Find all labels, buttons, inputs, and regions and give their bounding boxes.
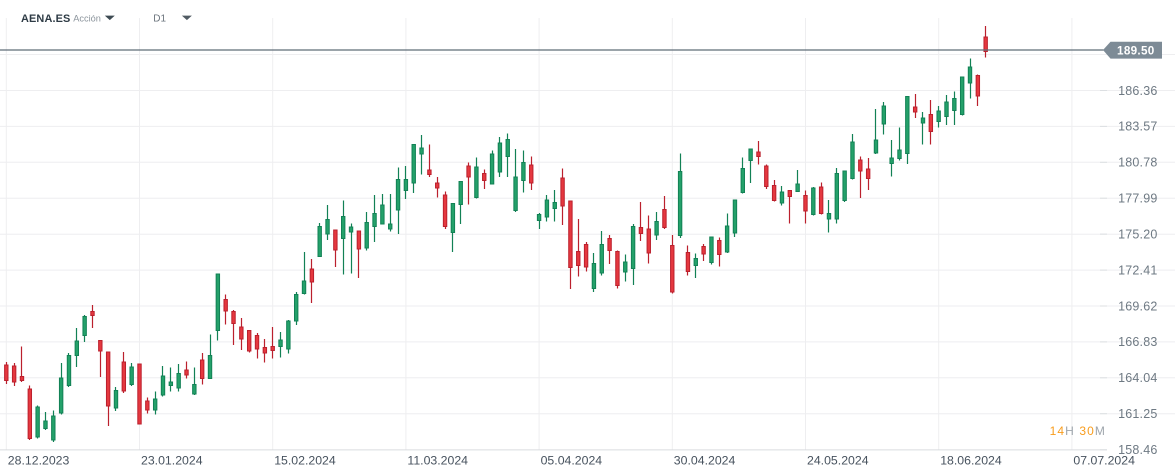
svg-text:164.04: 164.04 <box>1118 371 1157 385</box>
svg-text:180.78: 180.78 <box>1118 156 1157 170</box>
svg-text:177.99: 177.99 <box>1118 192 1157 206</box>
svg-text:166.83: 166.83 <box>1118 335 1157 349</box>
svg-text:AENA.ES: AENA.ES <box>21 13 70 25</box>
svg-text:Acción: Acción <box>73 14 101 24</box>
svg-text:30.04.2024: 30.04.2024 <box>674 454 736 468</box>
svg-text:169.62: 169.62 <box>1118 299 1157 313</box>
svg-text:07.07.2024: 07.07.2024 <box>1073 454 1135 468</box>
svg-text:175.20: 175.20 <box>1118 227 1157 241</box>
svg-text:161.25: 161.25 <box>1118 407 1157 421</box>
svg-text:28.12.2023: 28.12.2023 <box>8 454 70 468</box>
svg-text:189.50: 189.50 <box>1117 44 1155 57</box>
svg-text:14H 30M: 14H 30M <box>1050 424 1106 438</box>
svg-text:23.01.2024: 23.01.2024 <box>141 454 203 468</box>
svg-text:24.05.2024: 24.05.2024 <box>807 454 869 468</box>
svg-text:15.02.2024: 15.02.2024 <box>274 454 336 468</box>
svg-text:186.36: 186.36 <box>1118 84 1157 98</box>
svg-text:158.46: 158.46 <box>1118 443 1157 457</box>
svg-text:11.03.2024: 11.03.2024 <box>407 454 468 468</box>
svg-text:05.04.2024: 05.04.2024 <box>541 454 603 468</box>
svg-text:18.06.2024: 18.06.2024 <box>940 454 1002 468</box>
svg-text:D1: D1 <box>153 14 166 25</box>
svg-text:183.57: 183.57 <box>1118 120 1157 134</box>
svg-text:172.41: 172.41 <box>1118 263 1157 277</box>
